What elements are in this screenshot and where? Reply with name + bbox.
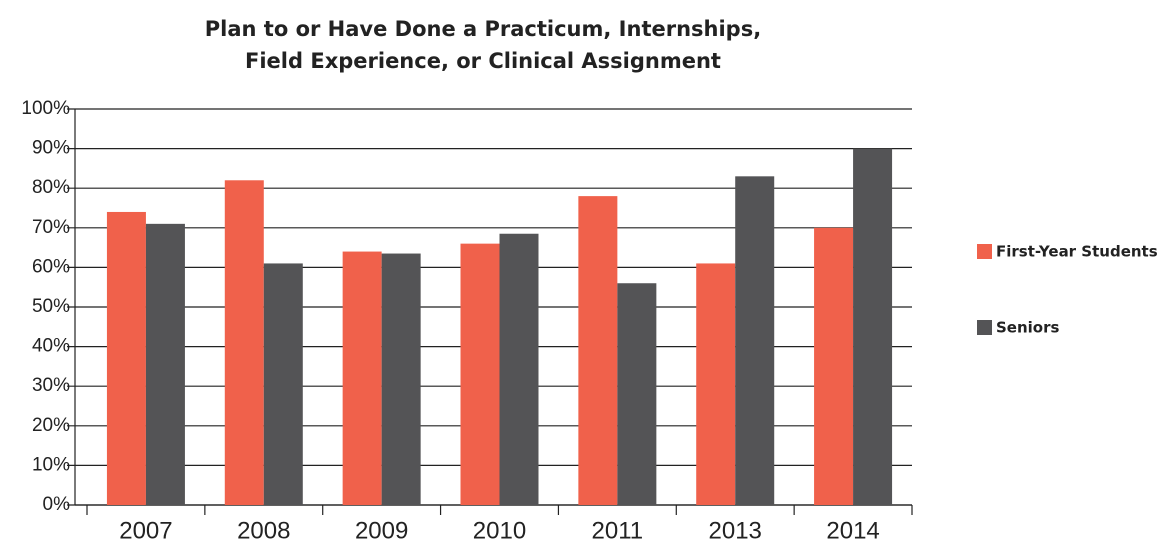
y-tick-label: 60% bbox=[32, 256, 70, 277]
bar bbox=[342, 251, 382, 505]
y-tick-label: 40% bbox=[32, 336, 70, 357]
bar bbox=[499, 233, 539, 506]
legend-label: Seniors bbox=[996, 319, 1059, 337]
bar bbox=[735, 176, 775, 505]
x-tick-label: 2011 bbox=[592, 517, 644, 544]
y-tick-label: 70% bbox=[32, 217, 70, 238]
y-tick-label: 0% bbox=[43, 494, 71, 515]
legend-label: First-Year Students bbox=[996, 243, 1158, 261]
bar bbox=[224, 180, 264, 505]
bar bbox=[617, 283, 657, 505]
y-tick-label: 100% bbox=[21, 98, 70, 119]
x-tick-label: 2009 bbox=[355, 517, 408, 544]
bar bbox=[263, 263, 303, 505]
bar bbox=[145, 223, 185, 505]
bar bbox=[696, 263, 736, 505]
y-tick-label: 80% bbox=[32, 177, 70, 198]
bar bbox=[578, 196, 618, 505]
x-tick-label: 2008 bbox=[237, 517, 290, 544]
y-tick-label: 10% bbox=[32, 454, 70, 475]
bar bbox=[106, 211, 146, 505]
x-tick-label: 2013 bbox=[709, 517, 762, 544]
legend-swatch bbox=[977, 244, 992, 259]
x-tick-label: 2014 bbox=[826, 517, 879, 544]
x-tick-label: 2010 bbox=[473, 517, 526, 544]
bar bbox=[381, 253, 421, 505]
y-tick-label: 50% bbox=[32, 296, 70, 317]
y-tick-label: 30% bbox=[32, 375, 70, 396]
bar bbox=[460, 243, 500, 505]
x-tick-label: 2007 bbox=[119, 517, 172, 544]
bar bbox=[814, 227, 854, 506]
chart-title: Field Experience, or Clinical Assignment bbox=[245, 49, 721, 73]
chart-title: Plan to or Have Done a Practicum, Intern… bbox=[205, 17, 761, 41]
y-tick-label: 20% bbox=[32, 415, 70, 436]
legend-swatch bbox=[977, 320, 992, 335]
bar bbox=[853, 148, 893, 505]
y-tick-label: 90% bbox=[32, 138, 70, 159]
